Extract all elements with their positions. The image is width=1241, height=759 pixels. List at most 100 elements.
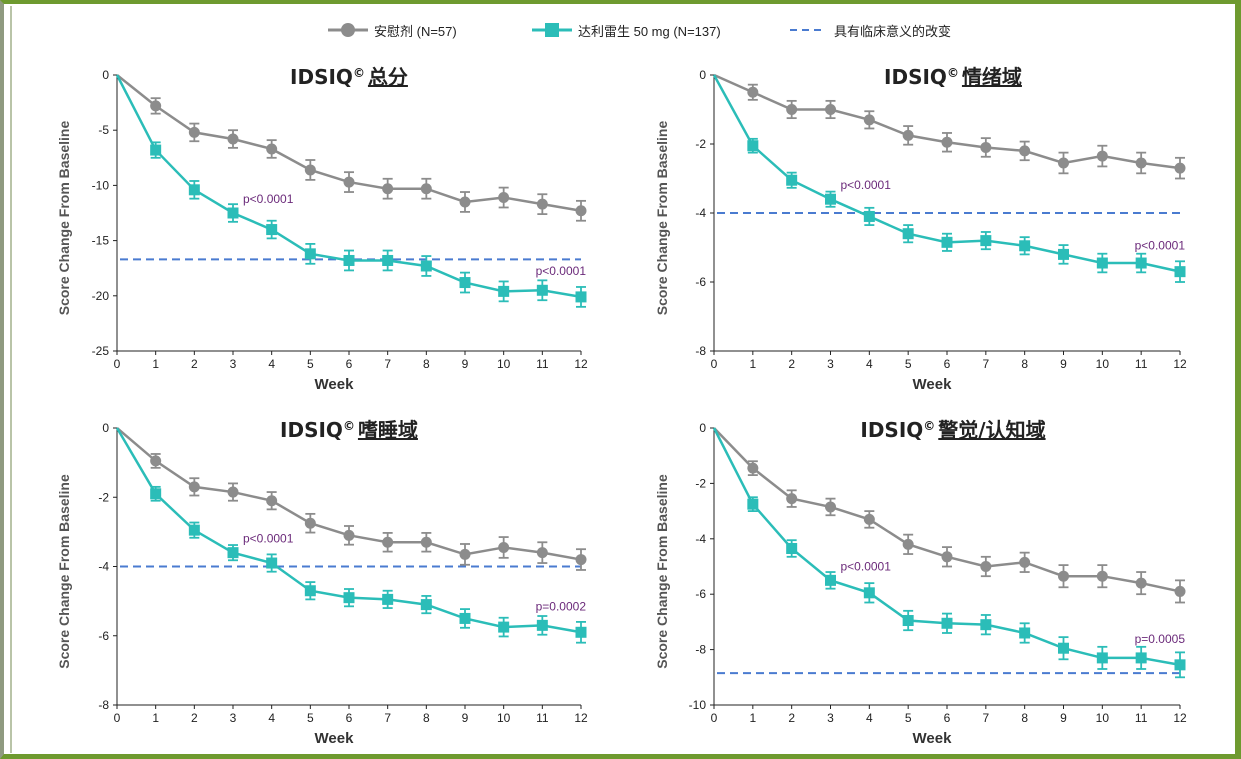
- data-point-drug: [1135, 652, 1147, 664]
- data-point-drug: [382, 254, 394, 266]
- data-point-drug: [902, 228, 914, 240]
- data-point-placebo: [536, 547, 548, 559]
- data-point-placebo: [227, 486, 239, 498]
- data-point-drug: [188, 184, 200, 196]
- y-tick-label: -4: [695, 206, 706, 220]
- x-tick-label: 6: [346, 357, 353, 371]
- data-point-drug: [1058, 248, 1069, 260]
- data-point-placebo: [1174, 162, 1186, 174]
- x-tick-label: 8: [1021, 357, 1028, 371]
- data-point-placebo: [902, 129, 914, 141]
- data-point-drug: [188, 524, 200, 536]
- data-point-placebo: [941, 551, 953, 563]
- data-point-placebo: [266, 495, 278, 507]
- data-point-placebo: [747, 86, 759, 98]
- data-point-drug: [498, 285, 510, 297]
- legend-label-drug: 达利雷生 50 mg (N=137): [578, 23, 721, 39]
- data-point-drug: [1019, 627, 1031, 639]
- data-point-drug: [863, 587, 875, 599]
- data-point-placebo: [1096, 150, 1108, 162]
- data-point-placebo: [786, 104, 798, 115]
- data-point-placebo: [980, 141, 992, 153]
- x-tick-label: 11: [1135, 711, 1148, 725]
- x-tick-label: 8: [1021, 711, 1028, 725]
- data-point-placebo: [304, 164, 316, 176]
- y-tick-label: -4: [98, 560, 109, 574]
- data-point-drug: [980, 235, 992, 247]
- x-tick-label: 7: [982, 711, 989, 725]
- data-point-drug: [1058, 642, 1069, 654]
- x-tick-label: 9: [1060, 711, 1067, 725]
- chart-title-suffix: 警觉/认知域: [938, 418, 1045, 442]
- data-point-drug: [227, 207, 239, 219]
- data-point-placebo: [382, 536, 394, 548]
- data-point-drug: [825, 193, 836, 205]
- chart-title-suffix: 嗜睡域: [358, 418, 418, 442]
- y-tick-label: -20: [92, 289, 110, 303]
- data-point-drug: [1174, 659, 1186, 671]
- x-tick-label: 7: [384, 357, 391, 371]
- x-tick-label: 9: [462, 711, 469, 725]
- x-tick-label: 5: [307, 711, 314, 725]
- data-point-placebo: [575, 554, 587, 566]
- legend: 安慰剂 (N=57) 达利雷生 50 mg (N=137) 具有临床意义的改变: [0, 0, 1241, 56]
- p-value-annotation: p<0.0001: [243, 532, 294, 546]
- x-tick-label: 1: [749, 357, 756, 371]
- data-point-drug: [786, 174, 798, 186]
- data-point-placebo: [459, 196, 471, 208]
- legend-item-placebo: 安慰剂 (N=57): [328, 20, 457, 40]
- legend-label-placebo: 安慰剂 (N=57): [374, 23, 457, 39]
- data-point-drug: [266, 557, 278, 569]
- x-tick-label: 10: [1096, 711, 1110, 725]
- data-point-drug: [420, 599, 432, 611]
- series-line-placebo: [713, 73, 1181, 170]
- y-tick-label: -10: [92, 178, 110, 192]
- data-point-placebo: [1019, 145, 1031, 157]
- x-tick-label: 4: [268, 357, 275, 371]
- data-point-drug: [459, 612, 471, 624]
- x-axis-label: Week: [315, 376, 355, 393]
- x-tick-label: 7: [982, 357, 989, 371]
- circle-marker-icon: [328, 23, 368, 37]
- x-tick-label: 0: [114, 711, 121, 725]
- p-value-annotation: p<0.0001: [841, 178, 892, 192]
- x-tick-label: 9: [462, 357, 469, 371]
- data-point-drug: [747, 498, 759, 510]
- data-point-drug: [459, 277, 471, 289]
- p-value-annotation: p<0.0001: [1135, 239, 1186, 253]
- data-point-drug: [536, 619, 548, 631]
- data-point-placebo: [863, 114, 875, 126]
- data-point-placebo: [420, 183, 432, 195]
- y-tick-label: -2: [695, 137, 706, 151]
- chart-title-prefix: IDSIQ: [884, 65, 947, 89]
- p-value-annotation: p<0.0001: [841, 559, 892, 573]
- chart-panel-1: 0-5-10-15-20-250 1 2 3 4 5 6 7 8 9 10 11 12WeekScore…: [56, 65, 588, 393]
- x-tick-label: 5: [905, 711, 912, 725]
- data-point-placebo: [304, 517, 316, 529]
- y-tick-label: 0: [102, 421, 109, 435]
- x-axis-label: Week: [315, 730, 355, 747]
- x-tick-label: 4: [268, 711, 275, 725]
- data-point-placebo: [498, 192, 510, 204]
- data-point-drug: [1174, 266, 1186, 278]
- left-rule: [10, 6, 12, 753]
- y-tick-label: -4: [695, 532, 706, 546]
- data-point-placebo: [1058, 570, 1069, 582]
- dashed-line-icon: [790, 29, 826, 31]
- data-point-placebo: [150, 100, 162, 112]
- data-point-placebo: [188, 126, 200, 138]
- x-tick-label: 6: [346, 711, 353, 725]
- data-point-drug: [498, 621, 510, 633]
- chart-title-prefix: IDSIQ: [860, 418, 923, 442]
- x-tick-label: 1: [749, 711, 756, 725]
- y-tick-label: -2: [695, 476, 706, 490]
- p-value-annotation: p<0.0001: [243, 192, 294, 206]
- y-axis-label: Score Change From Baseline: [56, 121, 72, 316]
- data-point-placebo: [188, 481, 200, 493]
- chart-title-prefix: IDSIQ: [290, 65, 353, 89]
- data-point-placebo: [825, 501, 836, 513]
- chart-title: IDSIQ© 总分: [290, 65, 408, 89]
